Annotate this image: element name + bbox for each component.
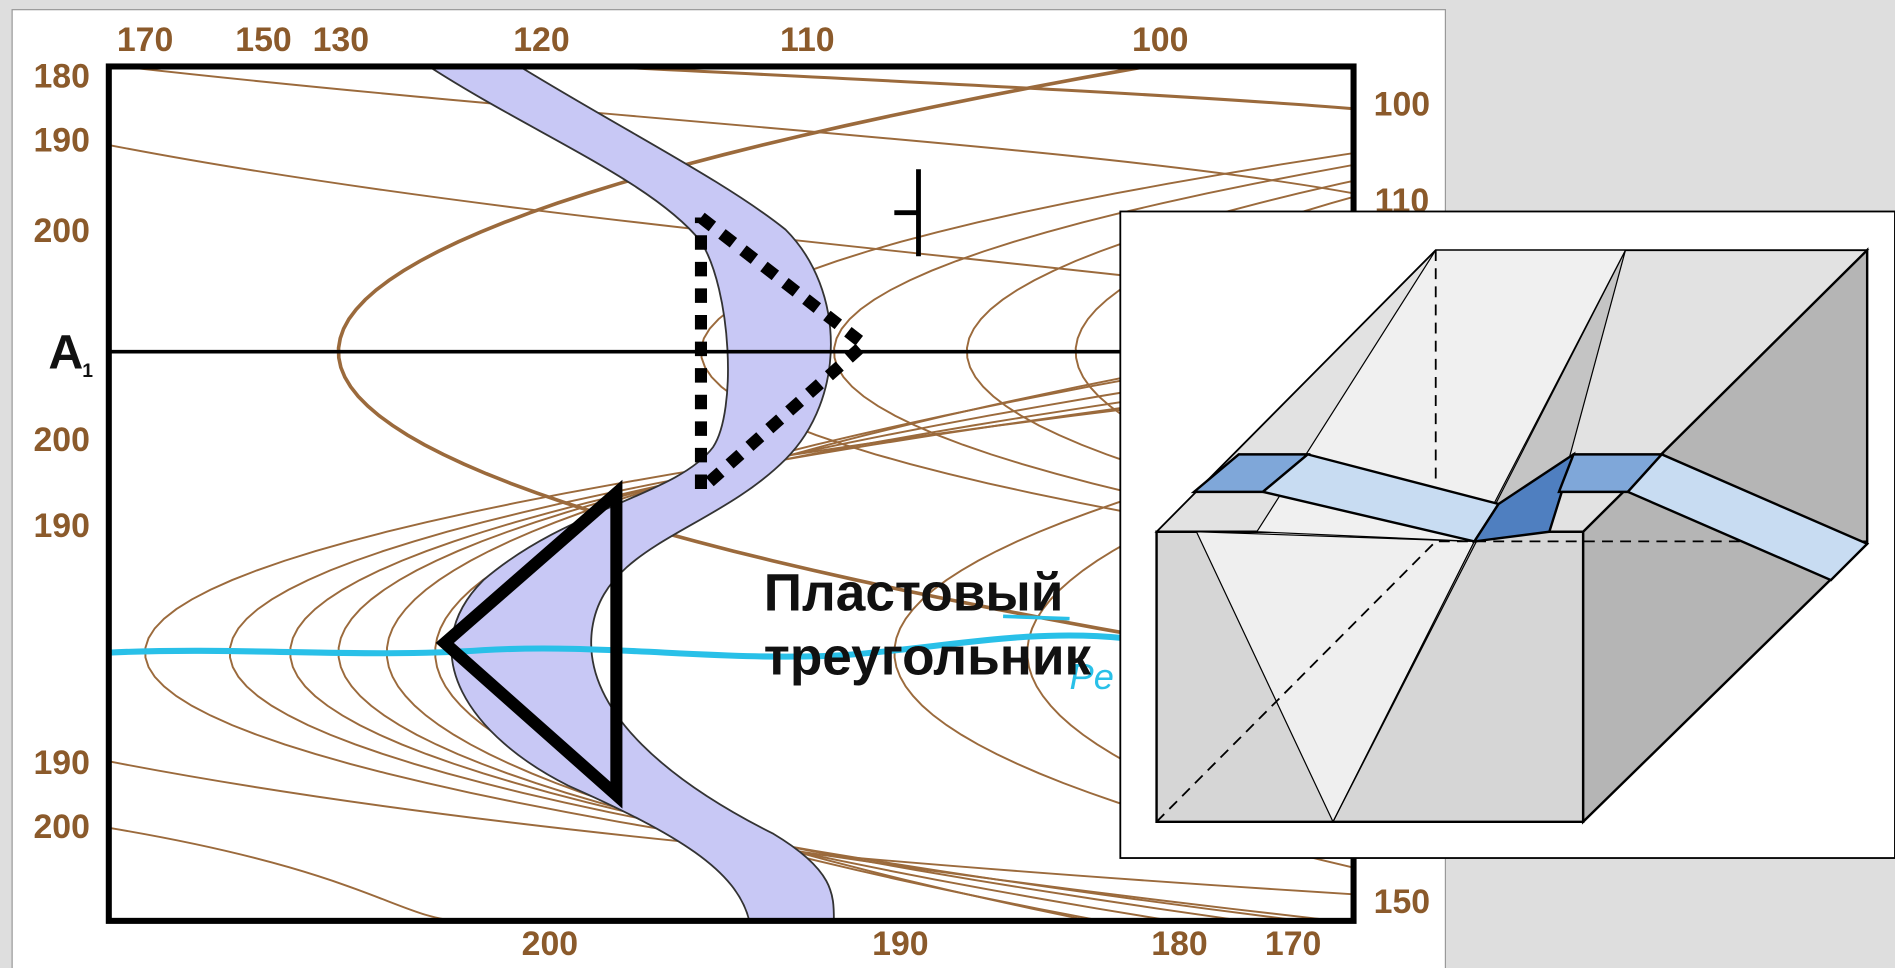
strike-dip: [894, 169, 921, 257]
river-arrow: [1003, 614, 1070, 621]
contour: [386, 339, 1354, 921]
contour: [604, 66, 1354, 111]
labels: 170 150 130 120 110 100 200 190 180 170 180 190 200 2…: [33, 21, 1430, 963]
contour-label: 120: [513, 21, 569, 59]
contour-label: 150: [1374, 883, 1430, 921]
contour: [120, 66, 1354, 195]
contour-label: 190: [33, 507, 89, 545]
band: [427, 66, 835, 921]
contour-label: 150: [235, 21, 291, 59]
contour: [700, 152, 1354, 552]
contour-label: 200: [33, 421, 89, 459]
contour: [289, 368, 1354, 921]
river: [108, 632, 1125, 660]
contour: [108, 826, 460, 921]
contour: [336, 66, 1354, 674]
contour-label: 180: [33, 57, 89, 95]
contour-label: 100: [1374, 85, 1430, 123]
section-label: A: [48, 326, 83, 380]
contour-label: 100: [1132, 21, 1188, 59]
block-inset: [1119, 210, 1895, 859]
contour: [144, 381, 1354, 921]
plate-triangle: [435, 479, 623, 809]
contour-label: 180: [1151, 925, 1207, 963]
contour-label: 190: [33, 744, 89, 782]
contour-label: 170: [117, 21, 173, 59]
contour-label: 200: [33, 212, 89, 250]
contour-label: 200: [33, 808, 89, 846]
contour-label: 190: [33, 122, 89, 160]
section-index: 1: [82, 361, 93, 382]
caption: треугольник: [764, 627, 1092, 686]
river-label: Pe: [1070, 656, 1114, 697]
contour-label: 130: [313, 21, 369, 59]
caption: Пластовый: [764, 563, 1064, 622]
contour: [337, 355, 1354, 921]
contour-label: 190: [872, 925, 928, 963]
contour-label: 170: [1265, 925, 1321, 963]
contour-label: 110: [780, 21, 835, 59]
contour-label: 200: [522, 925, 578, 963]
dotted-triangle: [694, 212, 874, 503]
